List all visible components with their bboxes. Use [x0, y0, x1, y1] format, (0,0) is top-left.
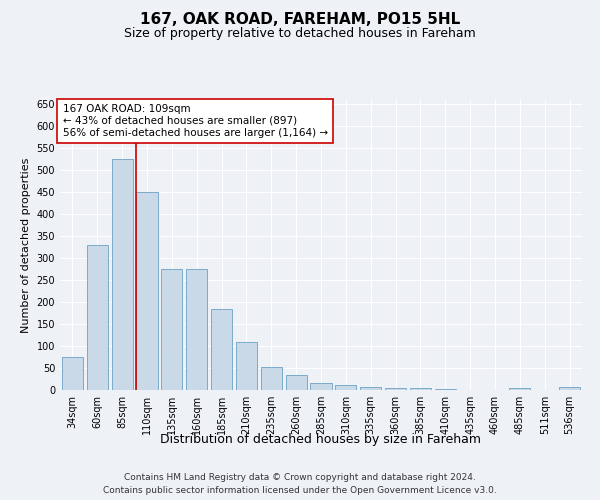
Bar: [335, 384, 356, 390]
Bar: [161, 269, 182, 390]
Y-axis label: Number of detached properties: Number of detached properties: [21, 158, 31, 332]
Bar: [62, 357, 83, 390]
Bar: [261, 367, 282, 390]
Bar: [310, 382, 332, 390]
Bar: [236, 342, 257, 390]
Text: 167 OAK ROAD: 109sqm
← 43% of detached houses are smaller (897)
56% of semi-deta: 167 OAK ROAD: 109sqm ← 43% of detached h…: [62, 104, 328, 138]
Bar: [112, 160, 133, 390]
Bar: [559, 387, 580, 390]
Bar: [435, 388, 456, 390]
Text: Contains public sector information licensed under the Open Government Licence v3: Contains public sector information licen…: [103, 486, 497, 495]
Text: Distribution of detached houses by size in Fareham: Distribution of detached houses by size …: [161, 432, 482, 446]
Text: Contains HM Land Registry data © Crown copyright and database right 2024.: Contains HM Land Registry data © Crown c…: [124, 472, 476, 482]
Bar: [286, 374, 307, 390]
Text: Size of property relative to detached houses in Fareham: Size of property relative to detached ho…: [124, 28, 476, 40]
Bar: [211, 308, 232, 390]
Bar: [186, 269, 207, 390]
Bar: [410, 388, 431, 390]
Bar: [136, 192, 158, 390]
Bar: [385, 388, 406, 390]
Bar: [87, 245, 108, 390]
Text: 167, OAK ROAD, FAREHAM, PO15 5HL: 167, OAK ROAD, FAREHAM, PO15 5HL: [140, 12, 460, 28]
Bar: [360, 387, 381, 390]
Bar: [509, 388, 530, 390]
